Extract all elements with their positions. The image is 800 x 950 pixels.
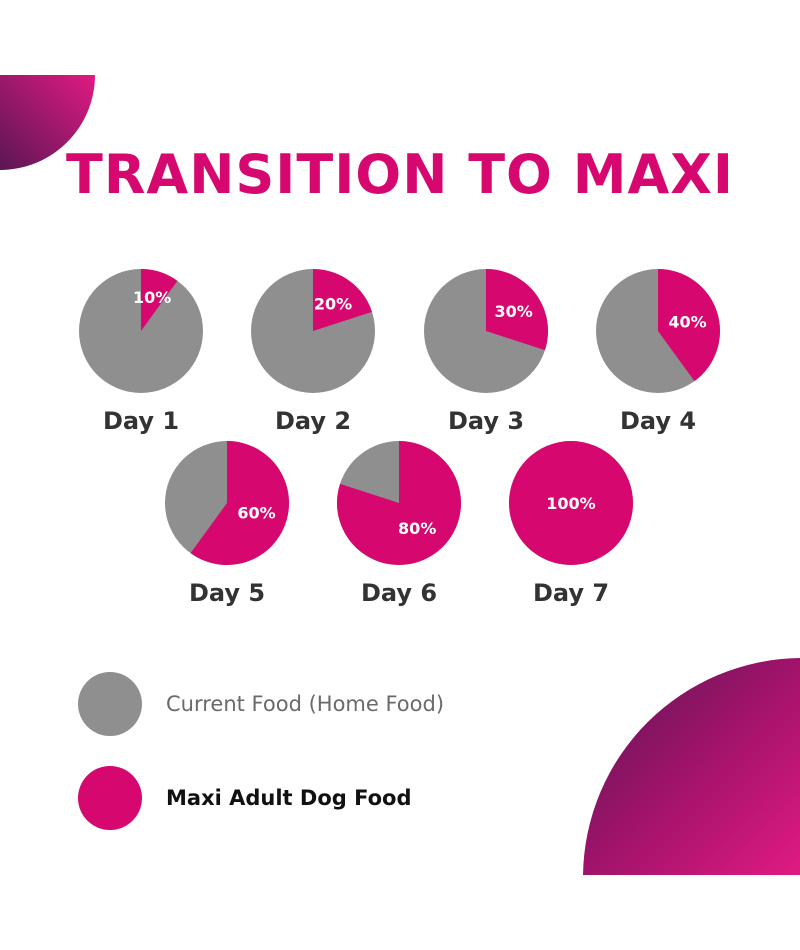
bottom-right-decor-shape — [583, 658, 800, 875]
pie-day-5: 60% Day 5 — [165, 441, 290, 607]
pie-day-label-6: Day 6 — [361, 579, 437, 607]
pie-day-3: 30% Day 3 — [424, 268, 549, 435]
pie-day-label-4: Day 4 — [620, 407, 696, 435]
pie-percent-label-day-5: 60% — [237, 504, 275, 523]
legend-label-current-food: Current Food (Home Food) — [166, 692, 445, 716]
pie-slice-maxi-day-7 — [509, 441, 633, 565]
pie-percent-label-day-3: 30% — [494, 302, 532, 321]
pie-day-7: 100% Day 7 — [509, 441, 633, 607]
pie-percent-label-day-4: 40% — [668, 312, 706, 331]
pie-day-label-7: Day 7 — [533, 579, 609, 607]
pie-day-label-2: Day 2 — [275, 407, 351, 435]
page-title: TRANSITION TO MAXI — [65, 143, 734, 206]
pie-day-label-5: Day 5 — [189, 579, 265, 607]
pie-slice-maxi-day-4 — [658, 269, 720, 382]
pie-slice-maxi-day-2 — [313, 269, 372, 331]
pie-day-label-1: Day 1 — [103, 407, 179, 435]
legend-label-maxi-food: Maxi Adult Dog Food — [166, 786, 412, 810]
legend-swatch-current-food — [78, 672, 142, 736]
daily-pie-charts: 10% Day 1 20% Day 2 30% Day 3 40% Day 4 60% Day 5… — [79, 268, 720, 607]
pie-day-6: 80% Day 6 — [336, 441, 461, 607]
pie-day-2: 20% Day 2 — [251, 269, 375, 435]
pie-day-label-3: Day 3 — [448, 407, 524, 435]
pie-slice-maxi-day-5 — [190, 441, 290, 565]
top-left-decor-shape — [0, 75, 95, 170]
pie-slice-maxi-day-6 — [336, 441, 461, 566]
pie-percent-label-day-1: 10% — [133, 288, 171, 307]
pie-percent-label-day-6: 80% — [398, 519, 436, 538]
pie-slice-maxi-day-1 — [141, 269, 178, 331]
pie-percent-label-day-7: 100% — [546, 494, 595, 513]
pie-slice-maxi-day-3 — [486, 268, 549, 351]
pie-percent-label-day-2: 20% — [314, 294, 352, 313]
pie-day-1: 10% Day 1 — [79, 269, 203, 435]
legend-swatch-maxi-food — [78, 766, 142, 830]
pie-day-4: 40% Day 4 — [596, 269, 720, 435]
